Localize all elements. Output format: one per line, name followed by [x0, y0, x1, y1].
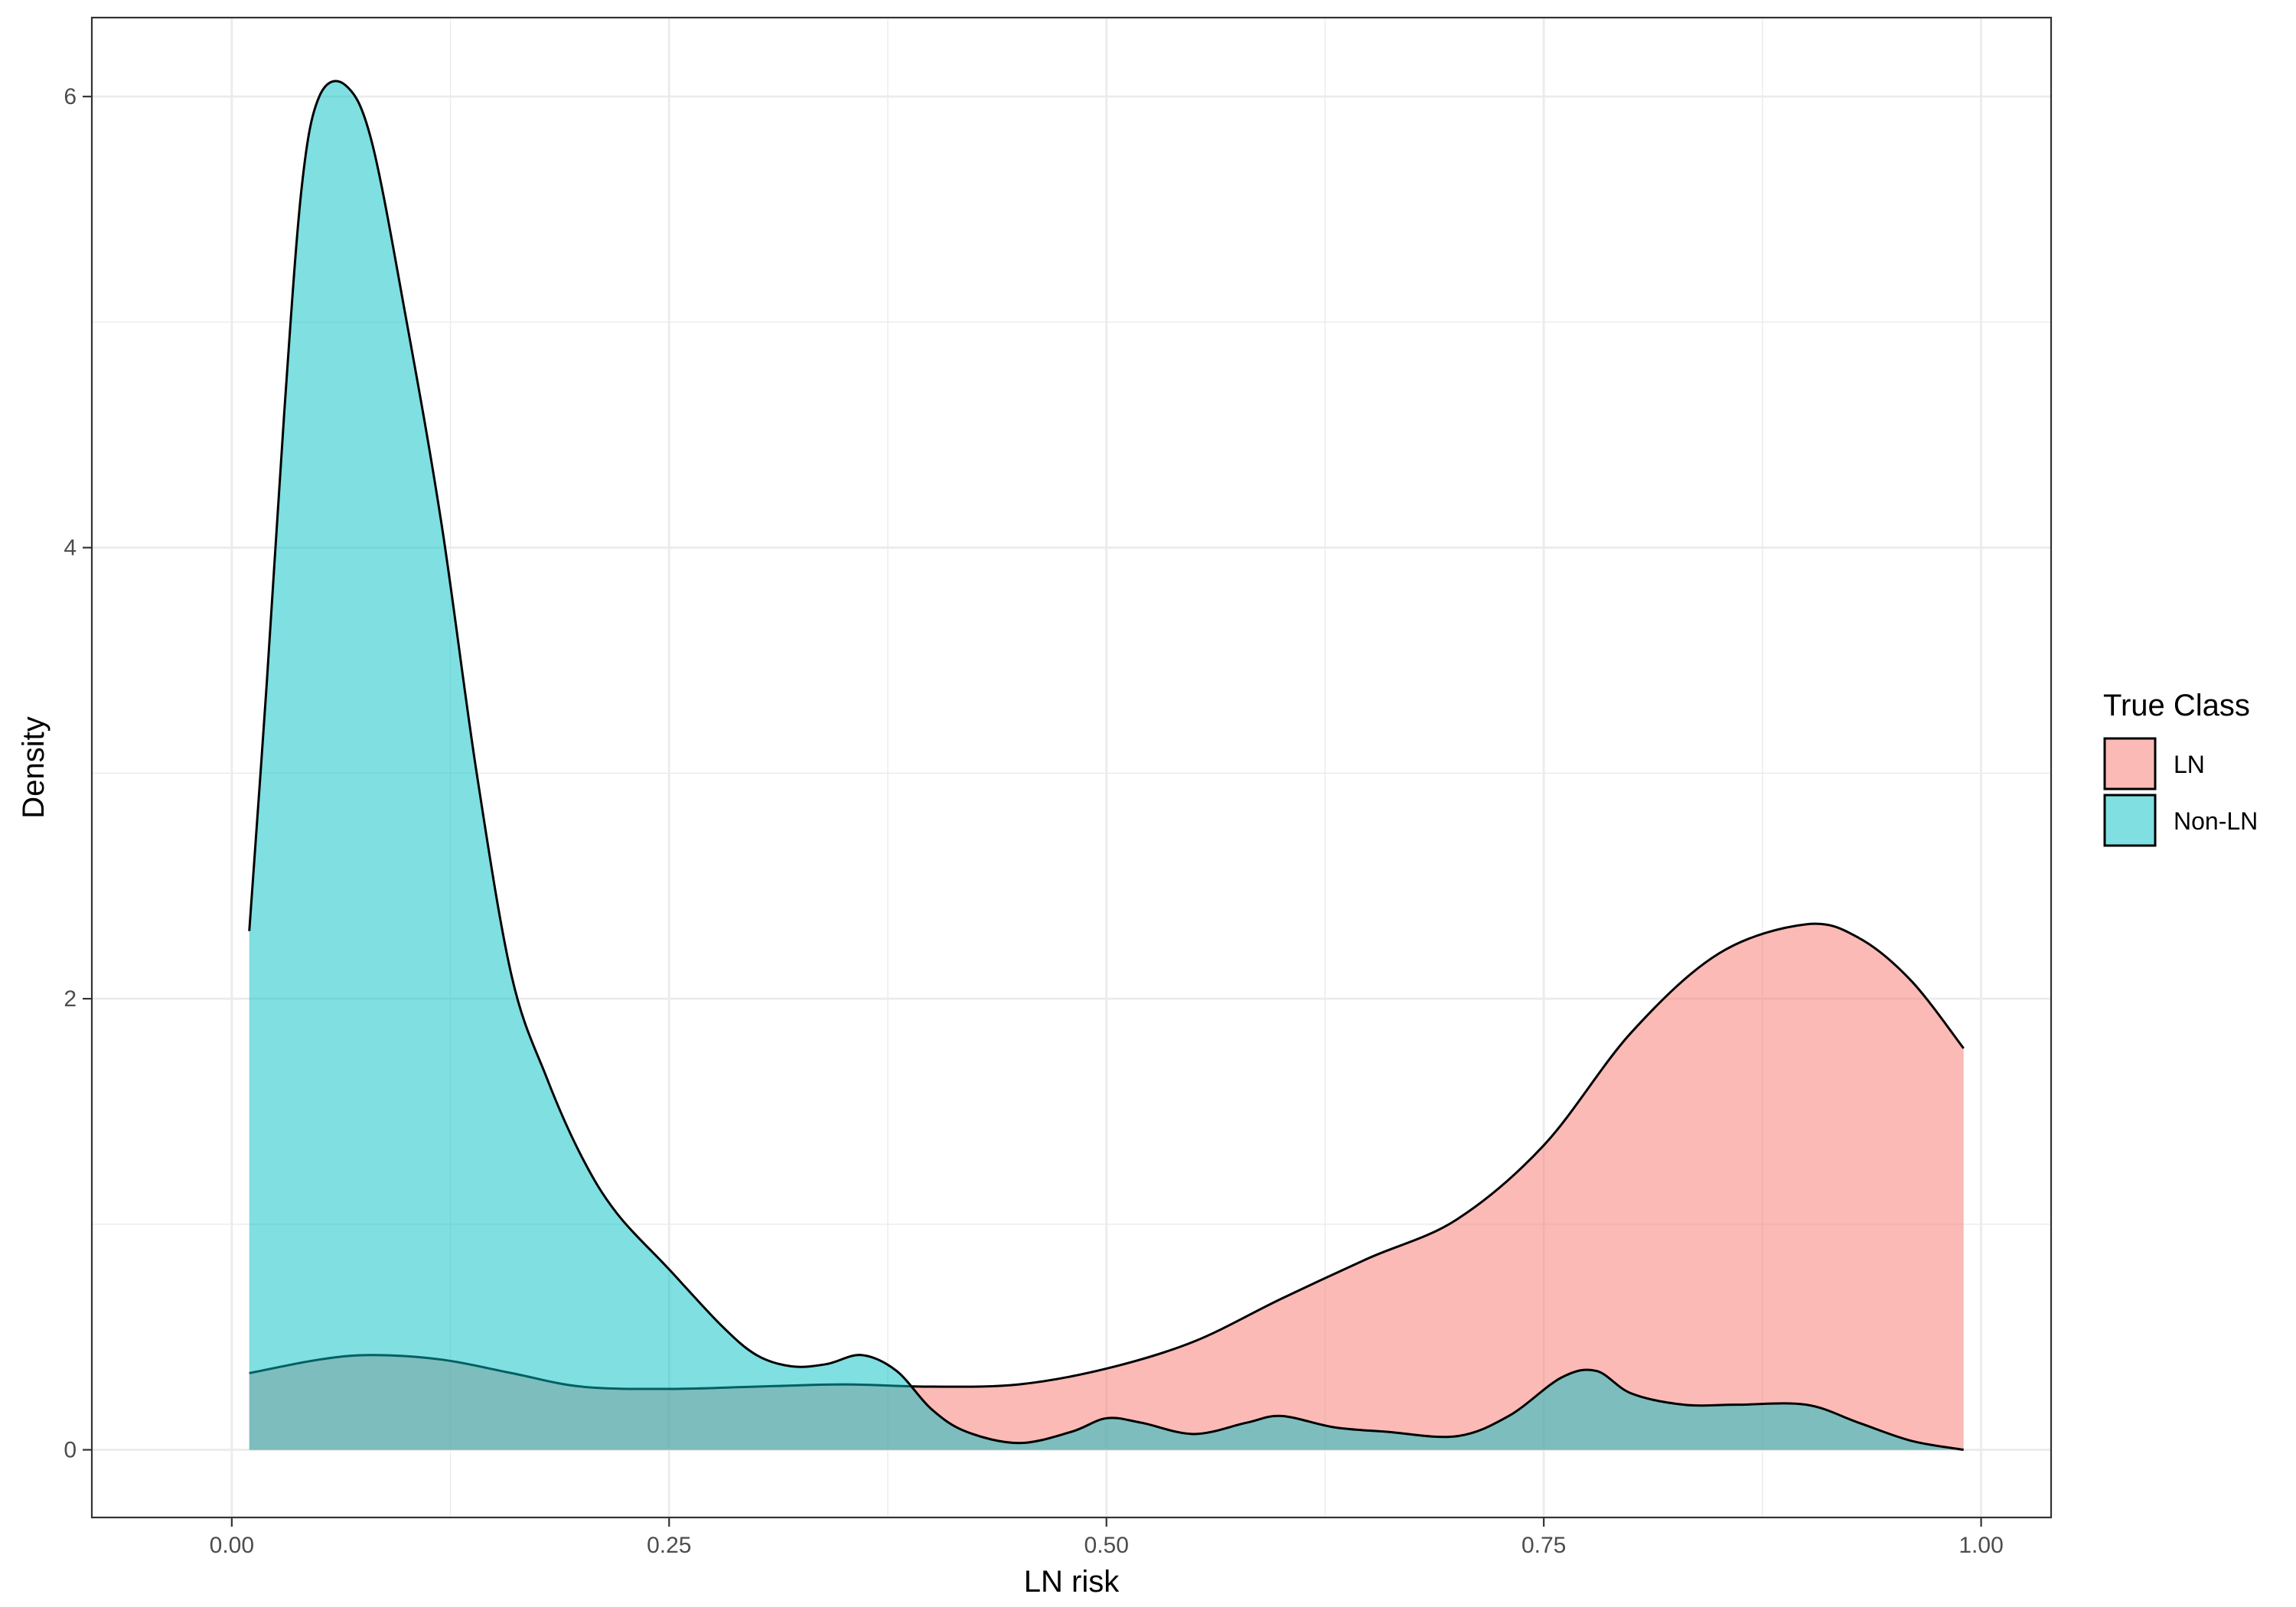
legend: True Class LN Non-LN: [2103, 689, 2258, 847]
x-tick-label: 0.50: [1084, 1533, 1129, 1558]
legend-key-ln: [2103, 737, 2157, 790]
legend-label-ln: LN: [2174, 751, 2205, 778]
x-axis-title: LN risk: [1024, 1565, 1120, 1599]
legend-key-non-ln: [2103, 794, 2157, 847]
density-area-ln: [249, 924, 1964, 1450]
x-tick-label: 0.00: [210, 1533, 254, 1558]
y-tick-label: 6: [64, 84, 77, 109]
x-tick-label: 0.25: [647, 1533, 691, 1558]
legend-label-non-ln: Non-LN: [2174, 807, 2258, 835]
density-outline-non-ln: [248, 80, 1964, 1452]
y-axis-title: Density: [17, 716, 51, 818]
y-tick-label: 2: [64, 986, 77, 1012]
y-tick-label: 0: [64, 1438, 77, 1463]
legend-title: True Class: [2103, 689, 2250, 722]
plot-panel-border: [90, 16, 2053, 1519]
y-tick-label: 4: [64, 536, 77, 561]
density-areas: [248, 80, 1965, 1452]
x-tick-label: 0.75: [1521, 1533, 1566, 1558]
density-area-non-ln: [249, 80, 1964, 1450]
y-axis-ticks: 0 2 4 6: [64, 84, 92, 1463]
x-tick-label: 1.00: [1958, 1533, 2003, 1558]
x-axis-ticks: 0.00 0.25 0.50 0.75 1.00: [210, 1517, 2004, 1558]
minor-grid: [92, 18, 2051, 1517]
